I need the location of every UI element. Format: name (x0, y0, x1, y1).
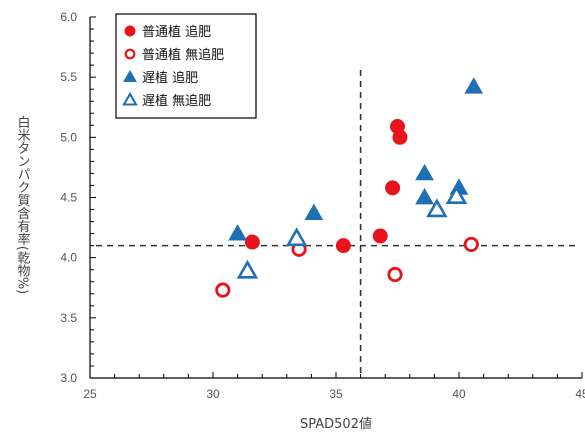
legend-label: 普通植 追肥 (142, 24, 211, 40)
y-tick-label: 3.0 (60, 371, 77, 385)
y-tick-label: 4.5 (60, 191, 77, 205)
y-tick-label: 6.0 (60, 10, 77, 24)
axes (89, 17, 582, 379)
data-point (464, 77, 484, 94)
reference-lines (96, 70, 575, 378)
legend-box (115, 13, 257, 119)
data-point (236, 259, 259, 279)
data-point (228, 224, 247, 241)
legend-marker (123, 69, 137, 82)
data-point (415, 163, 434, 181)
x-tick-label: 35 (329, 387, 343, 401)
data-point (392, 129, 408, 145)
y-tick-label: 4.0 (60, 251, 77, 265)
data-point (304, 203, 324, 221)
data-point (426, 198, 448, 218)
x-axis-label: SPAD502値 (300, 416, 372, 432)
data-point (415, 187, 434, 205)
data-point (215, 282, 231, 298)
x-tick-label: 40 (452, 387, 466, 401)
legend-marker (124, 25, 136, 37)
data-point (335, 238, 351, 254)
legend-label: 遅植 追肥 (142, 70, 198, 86)
data-point (445, 185, 468, 204)
legend-label: 遅植 無追肥 (142, 93, 211, 109)
legend-marker (122, 91, 138, 106)
y-axis-label: 白米タンパク質含有率(乾物%) (15, 115, 31, 294)
y-tick-label: 5.5 (60, 70, 77, 84)
x-tick-label: 45 (575, 387, 585, 401)
y-tick-label: 5.0 (60, 130, 77, 144)
data-point (285, 227, 308, 247)
data-point (463, 236, 479, 253)
legend-marker (124, 48, 136, 60)
x-tick-label: 30 (206, 387, 220, 401)
x-tick-label: 25 (83, 387, 97, 401)
data-point (385, 180, 401, 196)
data-point (244, 234, 260, 250)
y-tick-label: 3.5 (60, 311, 77, 325)
legend-label: 普通植 無追肥 (142, 47, 224, 63)
data-point (372, 228, 388, 244)
data-point (387, 266, 403, 283)
ticks-layer: 3.0 3.5 4.0 4.5 5.0 5.5 6.0 25 30 35 40 45 (60, 10, 585, 401)
data-points (215, 77, 484, 298)
